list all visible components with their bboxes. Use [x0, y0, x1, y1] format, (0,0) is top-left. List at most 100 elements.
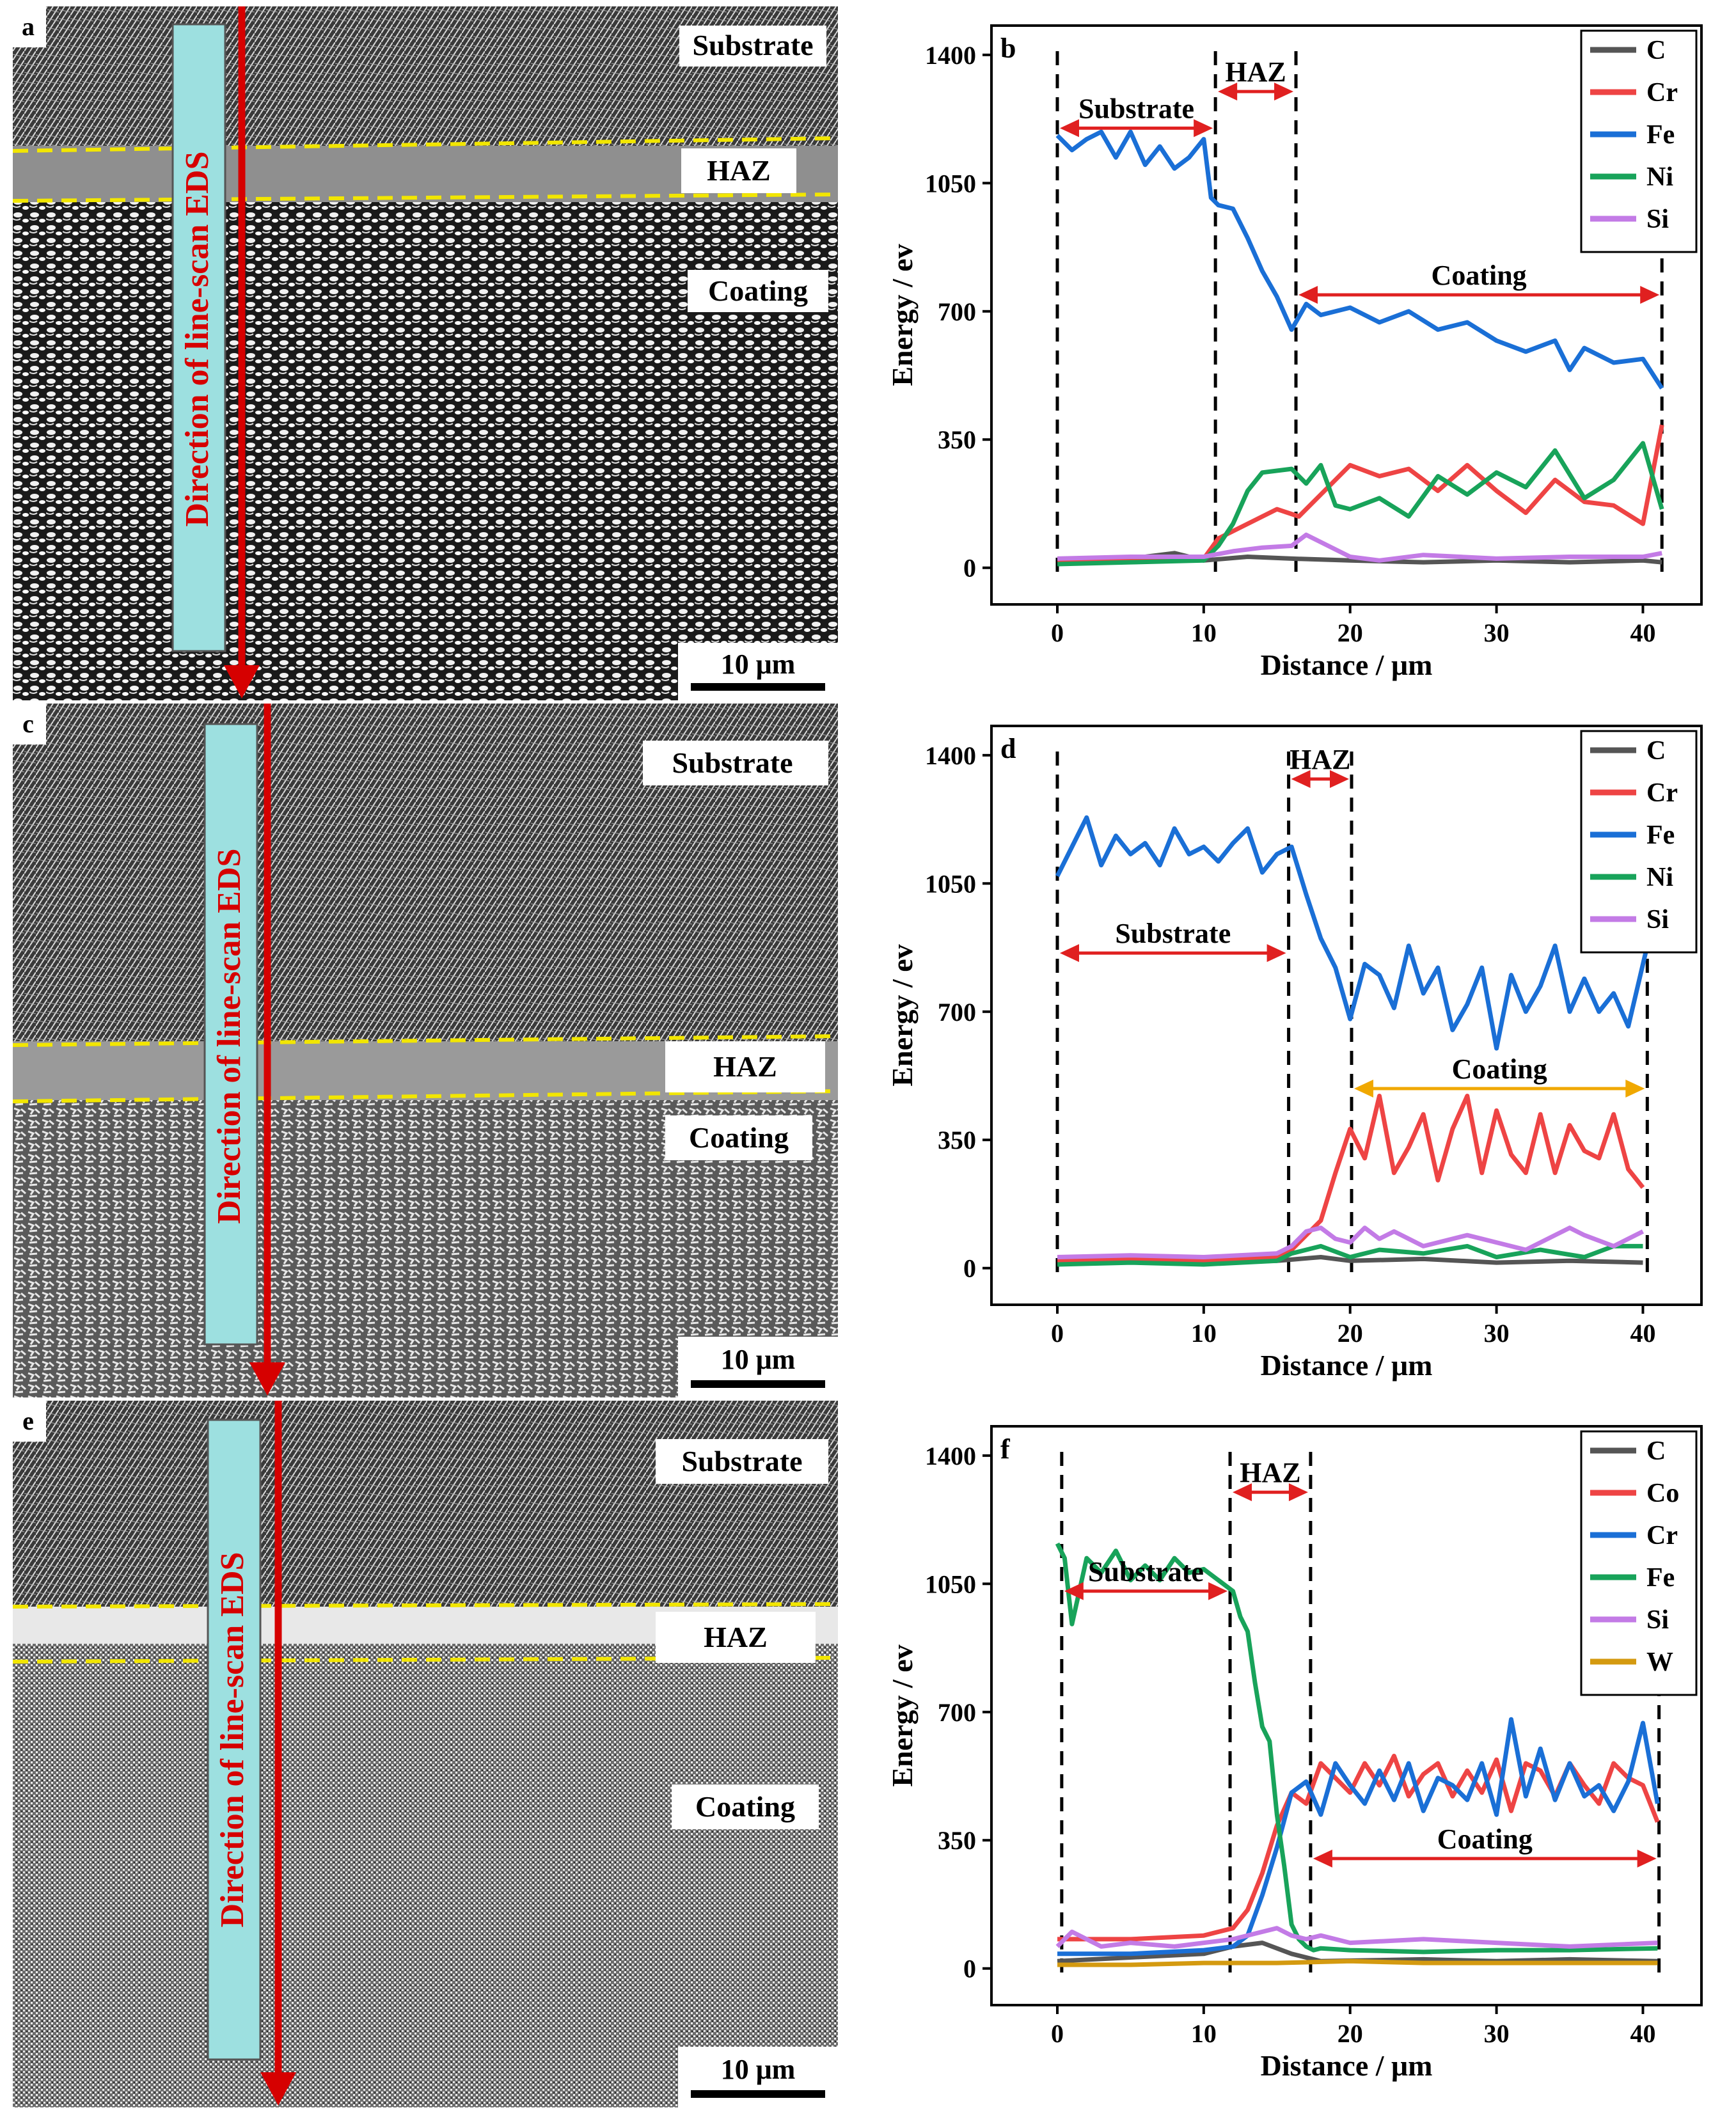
scan-label: Direction of line-scan EDS — [179, 152, 216, 527]
label-box-substrate — [643, 741, 828, 785]
legend — [1580, 730, 1698, 954]
region-arrow-head-right — [1625, 1080, 1645, 1098]
substrate-label: Substrate — [681, 1445, 802, 1477]
region-arrow-head-left — [1313, 1849, 1332, 1868]
scale-bar — [691, 1380, 825, 1388]
region-arrow-head-left — [1298, 285, 1318, 304]
series-line-si — [1055, 1926, 1658, 1949]
legend-label: Cr — [1646, 78, 1678, 107]
x-tick-label: 30 — [1484, 1319, 1510, 1348]
legend-label: Si — [1646, 1605, 1669, 1635]
series-line-fe — [1055, 1542, 1658, 1955]
label-box-coating — [672, 1784, 819, 1829]
haz-label: HAZ — [713, 1050, 777, 1083]
region-label: HAZ — [1290, 744, 1350, 775]
region-arrow-head-left — [1218, 83, 1238, 101]
series-line-c — [1057, 551, 1662, 565]
legend-label: W — [1646, 1648, 1673, 1677]
region-arrow-head-left — [1059, 119, 1079, 138]
coating-region — [13, 1644, 838, 2107]
micrograph-c: Direction of line-scan EDS Substrate HAZ… — [13, 704, 838, 1397]
region-label: Substrate — [1088, 1556, 1204, 1587]
legend-label: Fe — [1646, 1563, 1675, 1593]
label-box-coating — [665, 1115, 812, 1160]
legend-label: C — [1646, 736, 1666, 766]
region-arrow-head-right — [1637, 1849, 1657, 1868]
label-box-haz — [665, 1041, 825, 1092]
legend-label: Co — [1646, 1479, 1679, 1508]
coating-label: Coating — [689, 1121, 789, 1154]
chart-f: f 0 10 20 30 40 0 350 700 1050 1400 Distance / μm En… — [876, 1407, 1727, 2107]
label-box-substrate — [656, 1439, 828, 1484]
scan-arrow-head — [249, 1362, 285, 1396]
region-arrow-head-left — [1354, 1080, 1374, 1098]
series-line-ni — [1057, 441, 1664, 567]
label-box-coating — [688, 270, 828, 312]
x-tick-label: 20 — [1338, 618, 1363, 647]
panel-letter: f — [1000, 1433, 1011, 1465]
region-label: Coating — [1432, 260, 1527, 291]
y-tick-label: 350 — [938, 1126, 976, 1154]
legend-label: Fe — [1646, 120, 1675, 150]
micrograph-a: Direction of line-scan EDS Substrate HAZ… — [13, 6, 838, 700]
micrograph-e: Direction of line-scan EDS Substrate HAZ… — [13, 1401, 838, 2107]
scale-bar — [691, 683, 825, 691]
scan-label: Direction of line-scan EDS — [211, 849, 248, 1224]
haz-label: HAZ — [704, 1621, 768, 1653]
region-label: Coating — [1452, 1053, 1547, 1085]
scan-label-box — [203, 723, 258, 1346]
series-line-w — [1057, 1958, 1658, 1967]
panel-letter: e — [22, 1406, 34, 1435]
legend-label: Ni — [1646, 863, 1673, 892]
haz-boundary-top — [13, 136, 838, 153]
chart-b-svg: b 0 10 20 30 40 0 350 700 1050 1400 Distance / μm En… — [886, 24, 1703, 681]
x-tick-label: 0 — [1051, 1319, 1064, 1348]
scale-bar-text: 10 μm — [721, 2054, 796, 2085]
x-tick-label: 10 — [1191, 618, 1217, 647]
panel-letter-box — [13, 1401, 46, 1442]
legend-label: Si — [1646, 905, 1669, 934]
y-tick-label: 350 — [938, 425, 976, 454]
y-tick-label: 1400 — [925, 741, 976, 770]
substrate-label: Substrate — [672, 746, 793, 779]
series-line-si — [1057, 1225, 1645, 1259]
y-tick-label: 1050 — [925, 1570, 976, 1598]
x-tick-label: 20 — [1338, 2019, 1363, 2048]
region-label: Substrate — [1115, 918, 1231, 949]
chart-b: b 0 10 20 30 40 0 350 700 1050 1400 Distance / μm En… — [876, 6, 1727, 704]
panel-letter-box — [13, 704, 46, 744]
scan-label-box — [171, 23, 226, 652]
substrate-label: Substrate — [692, 29, 813, 61]
panel-letter: b — [1000, 33, 1016, 64]
legend-label: Si — [1646, 205, 1669, 234]
label-box-substrate — [679, 26, 826, 67]
series-line-si — [1057, 532, 1662, 563]
scan-arrow-head — [260, 2072, 296, 2106]
y-tick-label: 1400 — [925, 41, 976, 70]
haz-label: HAZ — [707, 154, 771, 187]
region-arrow-head-left — [1233, 1483, 1252, 1502]
haz-boundary-bottom — [13, 193, 838, 203]
y-tick-label: 0 — [963, 1254, 976, 1283]
legend-label: Fe — [1646, 821, 1675, 850]
region-arrow-head-right — [1208, 1582, 1228, 1600]
x-axis-label: Distance / μm — [1261, 1349, 1433, 1382]
region-label: HAZ — [1240, 1457, 1300, 1488]
haz-boundary-top — [13, 1034, 838, 1047]
scan-label: Direction of line-scan EDS — [214, 1552, 251, 1928]
x-tick-label: 0 — [1051, 618, 1064, 647]
label-box-haz — [656, 1612, 816, 1663]
region-arrow-head-right — [1274, 83, 1294, 101]
y-tick-label: 1050 — [925, 169, 976, 198]
x-tick-label: 40 — [1630, 1319, 1655, 1348]
y-axis-label: Energy / ev — [886, 1644, 919, 1786]
y-tick-label: 700 — [938, 1698, 976, 1727]
scale-bar-text: 10 μm — [721, 649, 796, 680]
x-tick-label: 30 — [1484, 2019, 1510, 2048]
legend-label: C — [1646, 36, 1666, 65]
scan-label-box — [207, 1419, 262, 2061]
region-label: Coating — [1437, 1823, 1533, 1855]
region-label: Substrate — [1078, 93, 1194, 124]
series-line-fe — [1055, 129, 1664, 390]
region-arrow-head-right — [1330, 770, 1350, 789]
